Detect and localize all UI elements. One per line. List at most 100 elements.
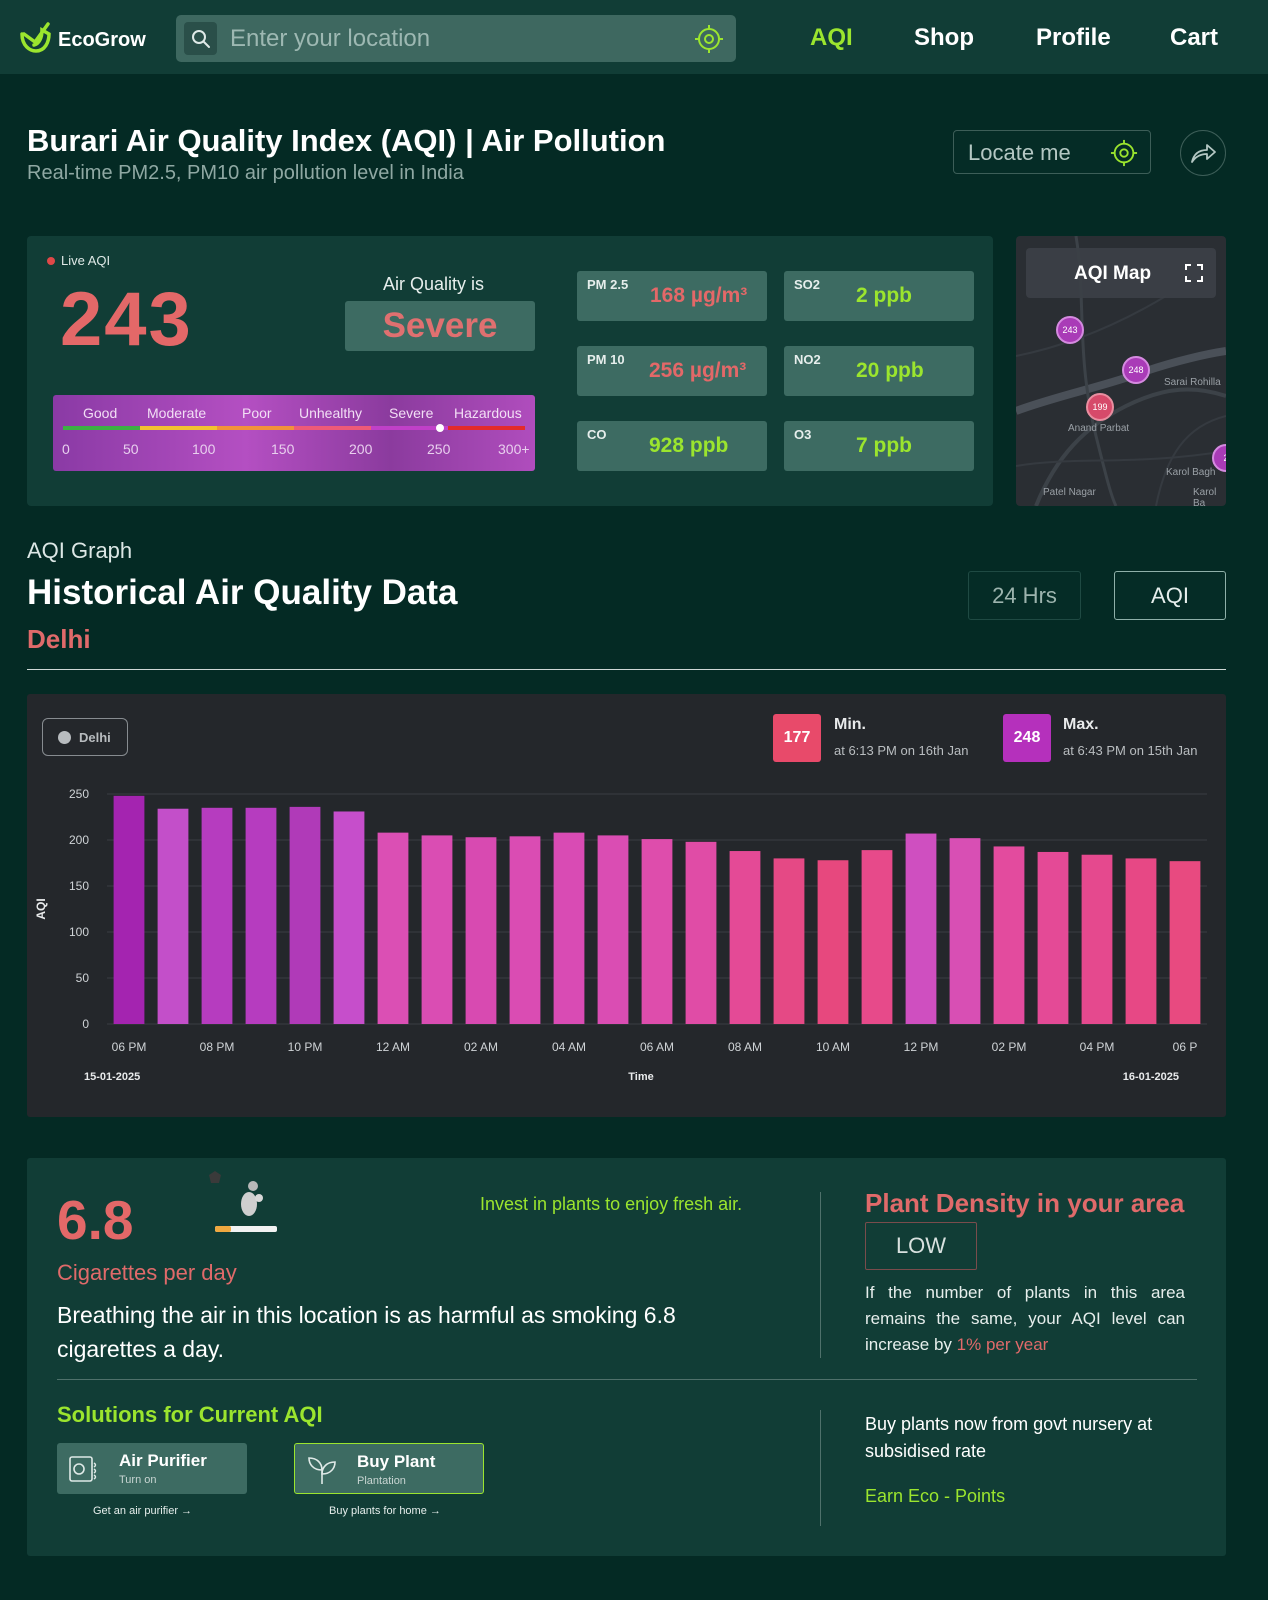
bar	[333, 811, 365, 1024]
y-tick-label: 0	[82, 1017, 89, 1031]
x-tick-label: 06 PM	[112, 1040, 147, 1054]
pollutant-co: CO 928 ppb	[577, 421, 767, 471]
scale-segment-poor	[217, 426, 294, 430]
invest-tagline: Invest in plants to enjoy fresh air.	[480, 1194, 743, 1214]
scale-label-severe: Severe	[389, 405, 434, 421]
aqi-scale-marker	[436, 424, 444, 432]
target-icon	[1110, 139, 1138, 167]
map-pin[interactable]: 243	[1056, 316, 1084, 344]
map-place-label: Anand Parbat	[1068, 423, 1130, 434]
map-pin[interactable]: 199	[1086, 393, 1114, 421]
bar	[949, 838, 981, 1024]
x-tick-label: 08 AM	[728, 1040, 762, 1054]
scale-number: 250	[427, 441, 451, 457]
location-search	[176, 15, 736, 62]
buy-plants-text: Buy plants now from govt nursery at subs…	[865, 1414, 1153, 1461]
bar	[421, 835, 453, 1024]
nav-link-cart[interactable]: Cart	[1170, 24, 1219, 51]
pollutant-value: 2 ppb	[856, 284, 912, 307]
plant-icon	[308, 1457, 336, 1484]
scale-segment-unhealthy	[294, 426, 371, 430]
earn-eco-points-link[interactable]: Earn Eco - Points	[865, 1486, 1006, 1506]
live-aqi-label: Live AQI	[61, 253, 111, 268]
start-date-label: 15-01-2025	[84, 1071, 140, 1083]
brand-logo[interactable]: EcoGrow	[18, 20, 146, 54]
live-aqi-indicator: Live AQI	[47, 253, 110, 268]
pollutant-so2: SO2 2 ppb	[784, 271, 974, 321]
bar	[861, 850, 893, 1024]
aqi-scale: Good Moderate Poor Unhealthy Severe Haza…	[53, 395, 535, 471]
solution-sub: Turn on	[119, 1474, 157, 1486]
divider	[57, 1379, 1197, 1380]
bar	[113, 795, 145, 1024]
scale-segment-good	[63, 426, 140, 430]
map-pin[interactable]: 248	[1122, 356, 1150, 384]
historical-title: Historical Air Quality Data	[27, 573, 458, 612]
range-24hrs-button[interactable]: 24 Hrs	[968, 571, 1081, 620]
pollutant-no2: NO2 20 ppb	[784, 346, 974, 396]
y-axis-label: AQI	[34, 898, 48, 919]
search-button[interactable]	[184, 22, 217, 55]
cigarette-icon	[209, 1171, 277, 1232]
cigarettes-label: Cigarettes per day	[57, 1260, 237, 1285]
scale-segment-hazardous	[448, 426, 525, 430]
x-tick-label: 06 P	[1173, 1040, 1198, 1054]
metric-aqi-button[interactable]: AQI	[1114, 571, 1226, 620]
pollutant-value: 928 ppb	[649, 434, 729, 457]
get-air-purifier-link[interactable]: Get an air purifier →	[93, 1505, 192, 1517]
y-tick-label: 50	[76, 971, 90, 985]
historical-city: Delhi	[27, 624, 91, 654]
y-tick-label: 200	[69, 833, 89, 847]
target-icon[interactable]	[694, 24, 724, 54]
share-icon	[1191, 144, 1216, 163]
bar	[157, 808, 189, 1024]
divider	[820, 1192, 821, 1358]
air-quality-status-badge: Severe	[345, 301, 535, 351]
bar	[597, 835, 629, 1024]
expand-icon[interactable]	[1184, 263, 1204, 283]
nav-link-profile[interactable]: Profile	[1036, 24, 1111, 51]
x-tick-label: 08 PM	[200, 1040, 235, 1054]
aqi-bar-chart: 0 50 100 150 200 250 06 PM 08 PM 10 PM 12 AM 02 AM…	[34, 787, 1207, 1083]
buy-plant-button[interactable]: Buy Plant Plantation	[294, 1443, 484, 1494]
pollutant-value: 256 µg/m³	[649, 359, 747, 382]
solution-sub: Plantation	[357, 1475, 406, 1487]
max-detail: at 6:43 PM on 15th Jan	[1063, 743, 1198, 758]
y-tick-label: 250	[69, 787, 89, 801]
air-purifier-button[interactable]: Air Purifier Turn on	[57, 1443, 247, 1494]
aqi-scale-bar	[63, 426, 525, 430]
page-subtitle: Real-time PM2.5, PM10 air pollution leve…	[27, 162, 464, 184]
legend-dot-icon	[58, 730, 71, 744]
nav-link-aqi[interactable]: AQI	[810, 24, 853, 51]
map-header: AQI Map	[1026, 248, 1216, 298]
legend-label: Delhi	[79, 729, 111, 745]
scale-label-moderate: Moderate	[147, 405, 207, 421]
solution-name: Air Purifier	[119, 1451, 207, 1470]
location-search-input[interactable]	[230, 23, 670, 54]
bar	[553, 832, 585, 1024]
legend-delhi[interactable]: Delhi	[42, 718, 128, 756]
bar	[377, 832, 409, 1024]
max-aqi-badge: 248	[1003, 714, 1051, 762]
solutions-title: Solutions for Current AQI	[57, 1402, 323, 1427]
scale-number: 300+	[498, 441, 530, 457]
map-place-label: Patel Nagar	[1043, 487, 1096, 498]
pollutant-name: PM 2.5	[587, 277, 629, 292]
bar	[905, 833, 937, 1024]
buy-plants-for-home-link[interactable]: Buy plants for home →	[329, 1505, 441, 1517]
scale-number: 200	[349, 441, 373, 457]
bar	[817, 860, 849, 1024]
locate-me-button[interactable]: Locate me	[953, 130, 1151, 174]
x-tick-label: 02 PM	[992, 1040, 1027, 1054]
min-detail: at 6:13 PM on 16th Jan	[834, 743, 969, 758]
scale-label-hazardous: Hazardous	[454, 405, 522, 421]
x-tick-label: 12 AM	[376, 1040, 410, 1054]
bar	[685, 841, 717, 1024]
share-button[interactable]	[1180, 130, 1226, 176]
nav-link-shop[interactable]: Shop	[914, 24, 974, 51]
aqi-map[interactable]: AQI Map 243 248 199 2 Sarai Rohilla Anan…	[1016, 236, 1226, 506]
pollutant-pm10: PM 10 256 µg/m³	[577, 346, 767, 396]
pollutant-name: O3	[794, 427, 812, 442]
map-title: AQI Map	[1074, 263, 1152, 284]
arrow-right-icon: →	[181, 1505, 193, 1517]
